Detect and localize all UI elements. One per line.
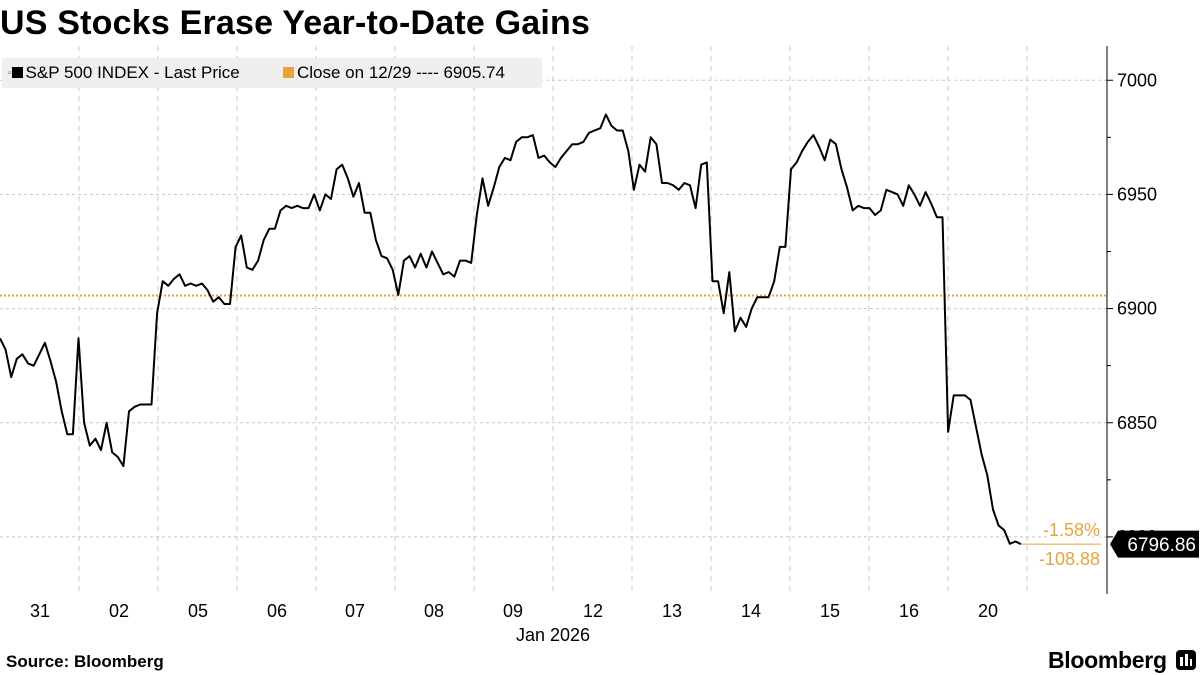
change-abs-label: -108.88 [1039,549,1100,569]
x-tick-label: 16 [899,601,919,621]
chart-title: US Stocks Erase Year-to-Date Gains [0,4,591,42]
x-tick-label: 09 [503,601,523,621]
x-tick-label: 13 [662,601,682,621]
legend-series-label: S&P 500 INDEX - Last Price [25,63,240,82]
legend-item-sp500[interactable]: ▫ S&P 500 INDEX - Last Price [8,63,240,83]
x-tick-label: 15 [820,601,840,621]
last-value-label: 6796.86 [1127,535,1196,556]
terminal-icon [1176,650,1196,670]
x-tick-label: 02 [109,601,129,621]
source-note: Source: Bloomberg [6,652,164,671]
change-pct-label: -1.58% [1043,520,1100,540]
x-tick-label: 31 [30,601,50,621]
x-axis-title: Jan 2026 [516,625,590,645]
y-axis: 68006850690069507000 [1107,70,1157,547]
legend: ▫ S&P 500 INDEX - Last Price Close on 12/… [2,58,542,88]
x-tick-label: 14 [741,601,761,621]
x-tick-label: 20 [978,601,998,621]
legend-item-close[interactable]: Close on 12/29 ---- 6905.74 [283,63,505,83]
y-tick-label: 6950 [1117,184,1157,204]
legend-swatch-orange [283,67,294,78]
series-line-sp500 [0,113,1022,546]
x-tick-label: 05 [188,601,208,621]
x-tick-label: 12 [583,601,603,621]
y-tick-label: 7000 [1117,70,1157,90]
grid [0,46,1107,594]
last-value-badge [1110,530,1199,558]
legend-swatch-black [11,67,23,78]
x-tick-label: 07 [345,601,365,621]
y-tick-label: 6900 [1117,299,1157,319]
bloomberg-logo: Bloomberg [1048,647,1167,673]
y-tick-label: 6850 [1117,413,1157,433]
x-tick-label: 08 [424,601,444,621]
x-axis: 31 02 05 06 07 08 09 12 13 14 15 16 20 [30,601,998,621]
x-tick-label: 06 [267,601,287,621]
legend-ref-label: Close on 12/29 ---- 6905.74 [297,63,505,82]
legend-toggle-icon: ▫ [8,68,12,79]
